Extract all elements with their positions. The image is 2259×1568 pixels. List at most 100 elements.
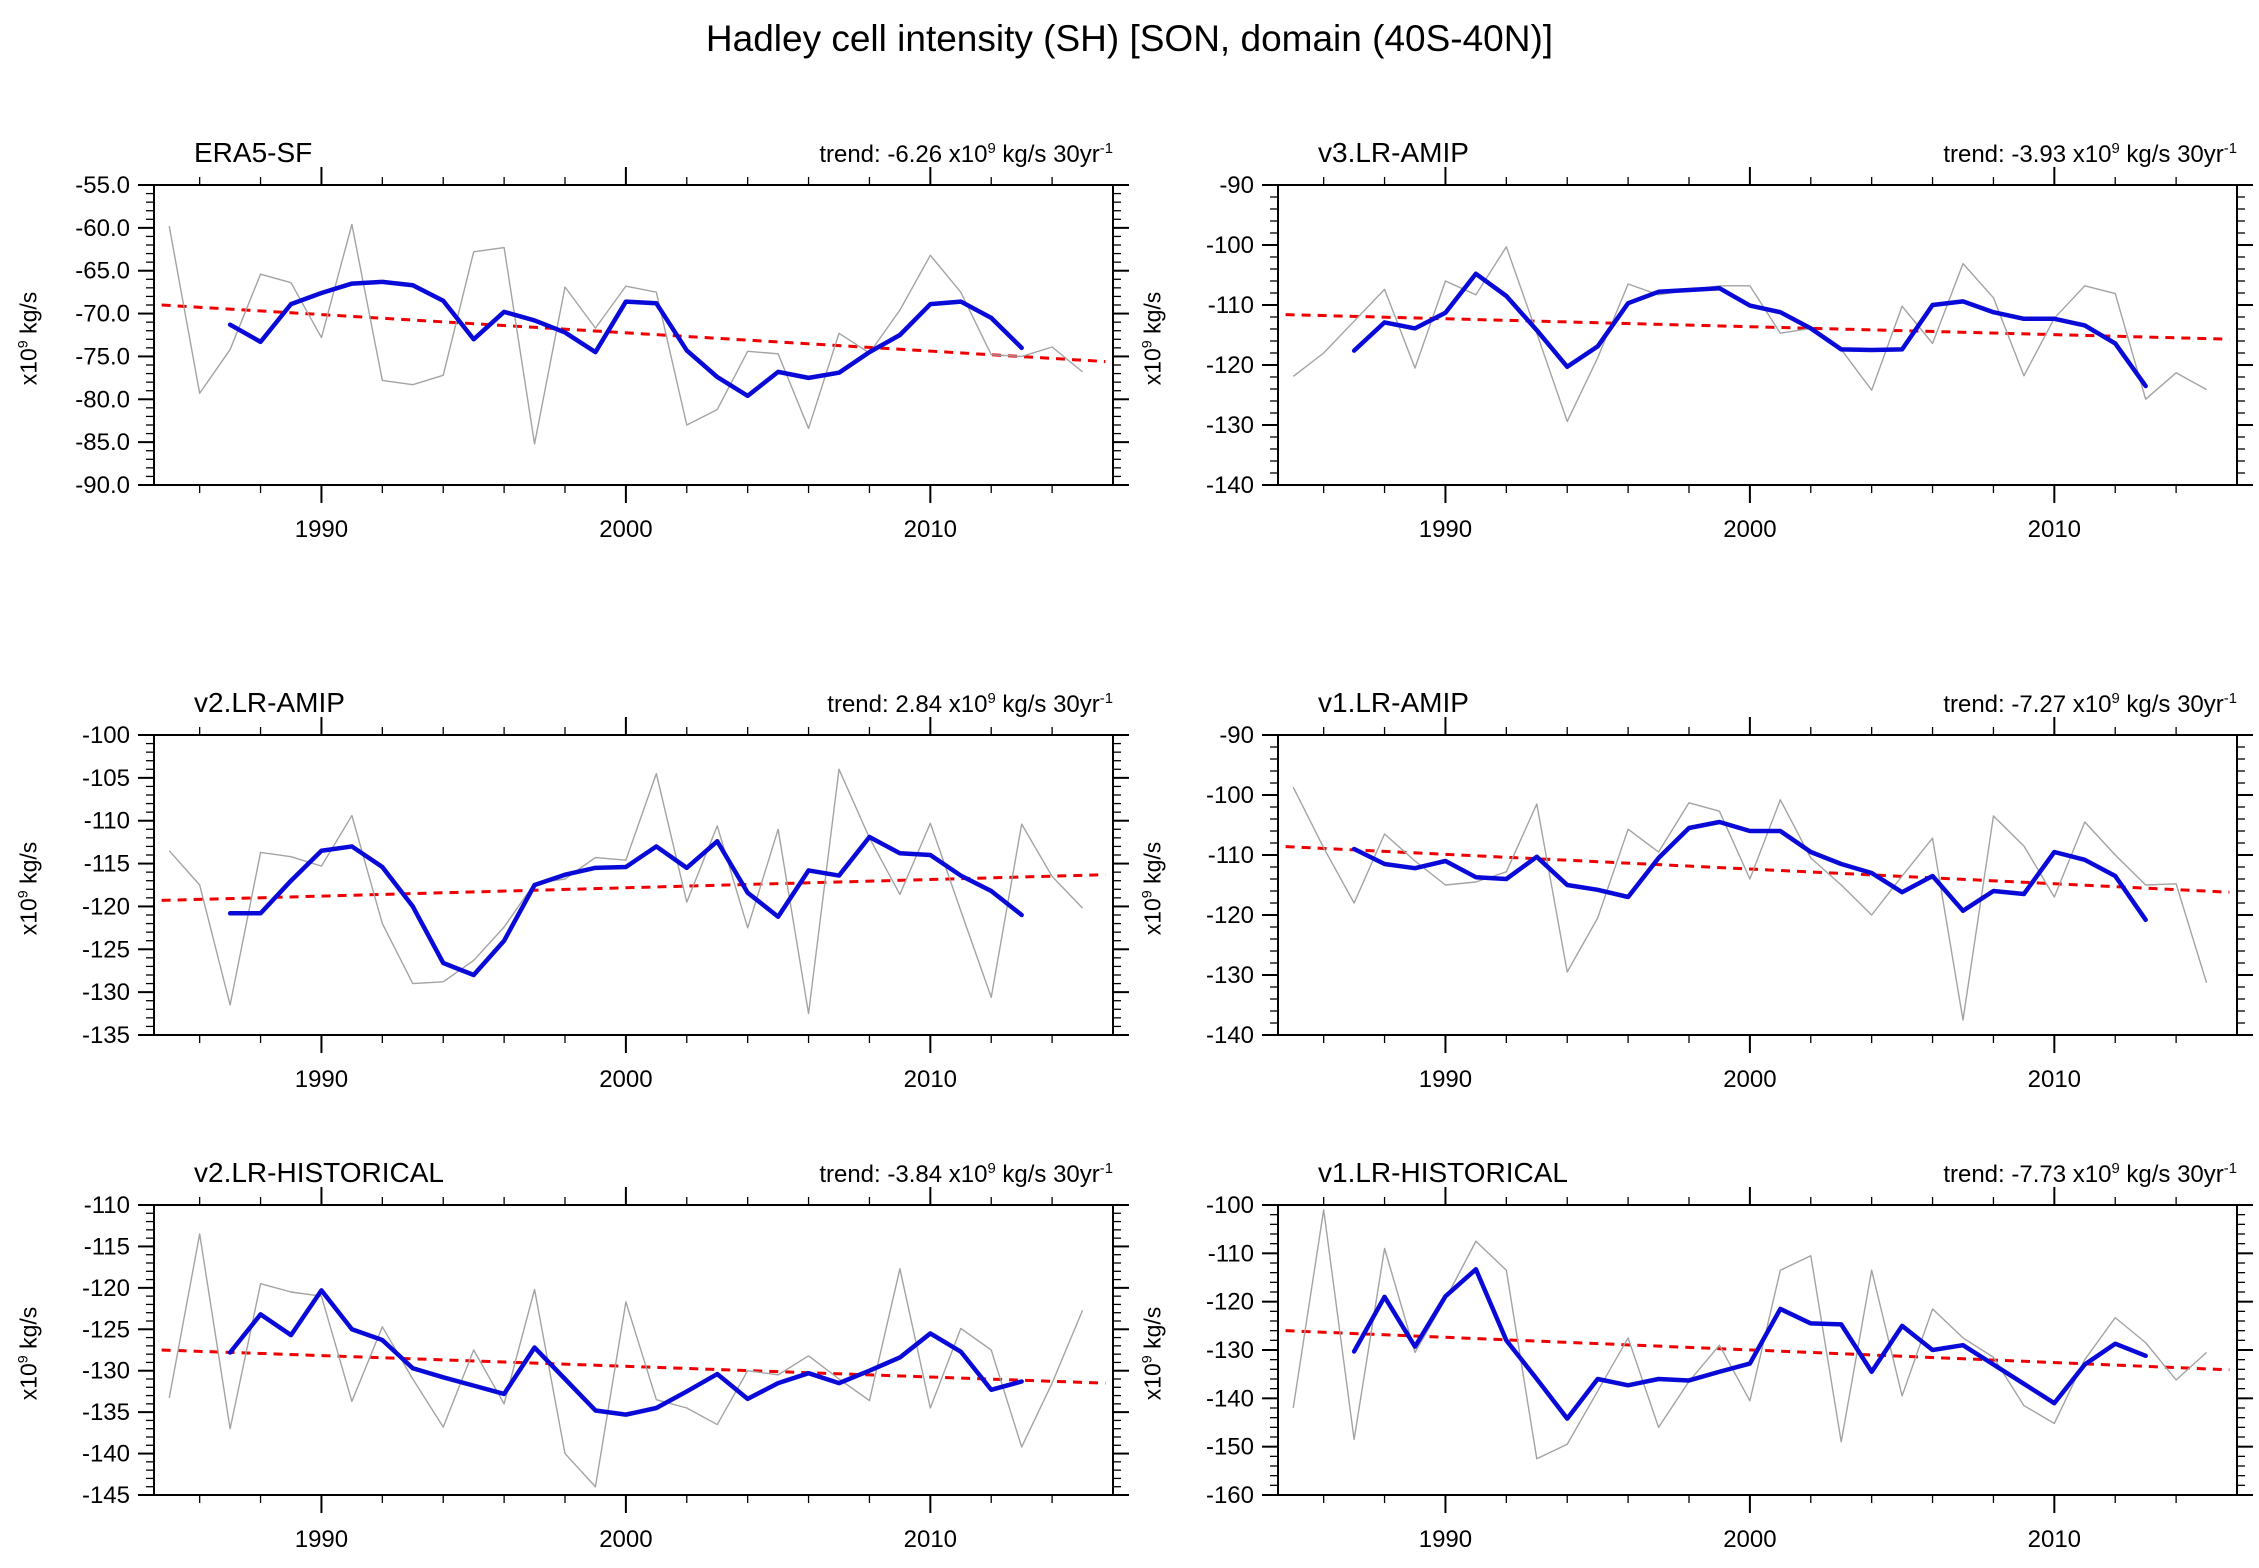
trend-line (161, 873, 1106, 902)
y-tick-label: -65.0 (75, 258, 130, 285)
panel-v1lr-historical: v1.LR-HISTORICAL trend: -7.73 x109 kg/s … (1130, 1100, 2259, 1568)
y-tick-label: -85.0 (75, 429, 130, 456)
chart-v2lr-amip: 1990 2000 2010 -135 -130 -125 -120 -115 -110 -105… (82, 717, 1129, 1093)
y-tick-label: -90.0 (75, 472, 130, 499)
annual-series-line (1292, 786, 2208, 1021)
trend-line (1285, 845, 2230, 894)
y-tick-label: -100 (82, 722, 130, 749)
chart-v1lr-historical: 1990 2000 2010 -160 -150 -140 -130 -120 -110 -100 (1206, 1187, 2253, 1553)
y-tick-label: -120 (82, 1275, 130, 1302)
x-tick-label: 2000 (1723, 1066, 1776, 1093)
y-tick-label: -120 (82, 893, 130, 920)
smoothed-series-line (227, 1288, 1024, 1417)
x-tick-label: 2000 (599, 1526, 652, 1553)
trend-annotation: trend: -7.27 x109 kg/s 30yr-1 (1943, 691, 2237, 718)
x-tick-label: 2010 (904, 516, 957, 543)
chart-v3lr-amip: 1990 2000 2010 -140 -130 -120 -110 -100 -90 (1206, 167, 2253, 543)
chart-v1lr-amip: 1990 2000 2010 -140 -130 -120 -110 -100 -90 (1206, 717, 2253, 1093)
trend-line (161, 1348, 1106, 1385)
trend-annotation: trend: -6.26 x109 kg/s 30yr-1 (819, 141, 1113, 168)
panel-title: v3.LR-AMIP (1318, 137, 1469, 168)
smoothed-series-line (1351, 819, 2148, 923)
y-tick-label: -90 (1219, 172, 1254, 199)
smoothed-series-line (1351, 1267, 2148, 1421)
y-tick-label: -110 (84, 1192, 130, 1219)
y-tick-label: -80.0 (75, 386, 130, 413)
trend-line (161, 303, 1106, 364)
x-tick-label: 2000 (599, 516, 652, 543)
figure-title: Hadley cell intensity (SH) [SON, domain … (705, 18, 1554, 59)
y-tick-label: -140 (1206, 1385, 1254, 1412)
panel-title: v2.LR-HISTORICAL (194, 1157, 444, 1188)
smoothed-series-line (1351, 271, 2148, 389)
y-tick-label: -105 (82, 765, 130, 792)
x-tick-label: 2000 (1723, 516, 1776, 543)
y-tick-label: -110 (1208, 842, 1254, 869)
y-tick-label: -130 (1206, 962, 1254, 989)
y-tick-label: -120 (1206, 902, 1254, 929)
panel-title: v1.LR-AMIP (1318, 687, 1469, 718)
chart-v2lr-historical: 1990 2000 2010 -145 -140 -135 -130 -125 -120 -115… (82, 1187, 1129, 1553)
y-tick-label: -75.0 (75, 343, 130, 370)
trend-annotation: trend: 2.84 x109 kg/s 30yr-1 (827, 691, 1113, 718)
y-tick-label: -110 (1208, 1240, 1254, 1267)
y-tick-label: -160 (1206, 1482, 1254, 1509)
panel-title: v2.LR-AMIP (194, 687, 345, 718)
x-tick-label: 1990 (1419, 1526, 1472, 1553)
panel-title: v1.LR-HISTORICAL (1318, 1157, 1568, 1188)
x-tick-label: 2000 (599, 1066, 652, 1093)
y-tick-label: -130 (1206, 1337, 1254, 1364)
y-tick-label: -140 (82, 1441, 130, 1468)
x-tick-label: 1990 (295, 1526, 348, 1553)
y-tick-label: -145 (82, 1482, 130, 1509)
annual-series-line (168, 1233, 1084, 1488)
panel-title: ERA5-SF (194, 137, 313, 168)
y-tick-label: -100 (1206, 782, 1254, 809)
y-tick-label: -140 (1206, 1022, 1254, 1049)
trend-line (1285, 313, 2230, 341)
panel-v2lr-amip: v2.LR-AMIP trend: 2.84 x109 kg/s 30yr-1 … (0, 625, 1129, 1170)
y-tick-label: -125 (82, 936, 130, 963)
y-tick-label: -150 (1206, 1434, 1254, 1461)
y-tick-label: -115 (84, 851, 130, 878)
x-tick-label: 2010 (2028, 516, 2081, 543)
y-tick-label: -130 (1206, 412, 1254, 439)
panel-v1lr-amip: v1.LR-AMIP trend: -7.27 x109 kg/s 30yr-1… (1130, 625, 2259, 1170)
y-tick-label: -110 (1208, 292, 1254, 319)
trend-annotation: trend: -3.84 x109 kg/s 30yr-1 (819, 1161, 1113, 1188)
y-tick-label: -60.0 (75, 215, 130, 242)
smoothed-series-line (227, 834, 1024, 978)
chart-era5-sf: 1990 2000 2010 -90.0 -85.0 -80.0 -75.0 -70.0 -65… (75, 167, 1129, 543)
y-tick-label: -55.0 (75, 172, 130, 199)
trend-annotation: trend: -3.93 x109 kg/s 30yr-1 (1943, 141, 2237, 168)
x-tick-label: 2010 (2028, 1526, 2081, 1553)
y-tick-label: -90 (1219, 722, 1254, 749)
y-tick-label: -120 (1206, 1289, 1254, 1316)
y-tick-label: -100 (1206, 232, 1254, 259)
y-tick-label: -115 (84, 1233, 130, 1260)
panel-era5-sf: ERA5-SF trend: -6.26 x109 kg/s 30yr-1 x1… (0, 75, 1129, 620)
annual-series-line (168, 768, 1084, 1015)
x-tick-label: 2010 (904, 1526, 957, 1553)
y-tick-label: -125 (82, 1316, 130, 1343)
y-tick-label: -120 (1206, 352, 1254, 379)
x-tick-label: 1990 (1419, 1066, 1472, 1093)
y-tick-label: -70.0 (75, 301, 130, 328)
annual-series-line (168, 223, 1083, 445)
x-tick-label: 1990 (295, 1066, 348, 1093)
y-tick-label: -130 (82, 1358, 130, 1385)
x-tick-label: 2000 (1723, 1526, 1776, 1553)
trend-annotation: trend: -7.73 x109 kg/s 30yr-1 (1943, 1161, 2237, 1188)
y-tick-label: -130 (82, 979, 130, 1006)
y-tick-label: -110 (84, 808, 130, 835)
x-tick-label: 1990 (295, 516, 348, 543)
annual-series-line (1292, 1209, 2208, 1460)
y-tick-label: -135 (82, 1399, 130, 1426)
smoothed-series-line (227, 279, 1024, 399)
panel-v3lr-amip: v3.LR-AMIP trend: -3.93 x109 kg/s 30yr-1… (1130, 75, 2259, 620)
y-tick-label: -135 (82, 1022, 130, 1049)
x-tick-label: 1990 (1419, 516, 1472, 543)
y-tick-label: -100 (1206, 1192, 1254, 1219)
x-tick-label: 2010 (904, 1066, 957, 1093)
